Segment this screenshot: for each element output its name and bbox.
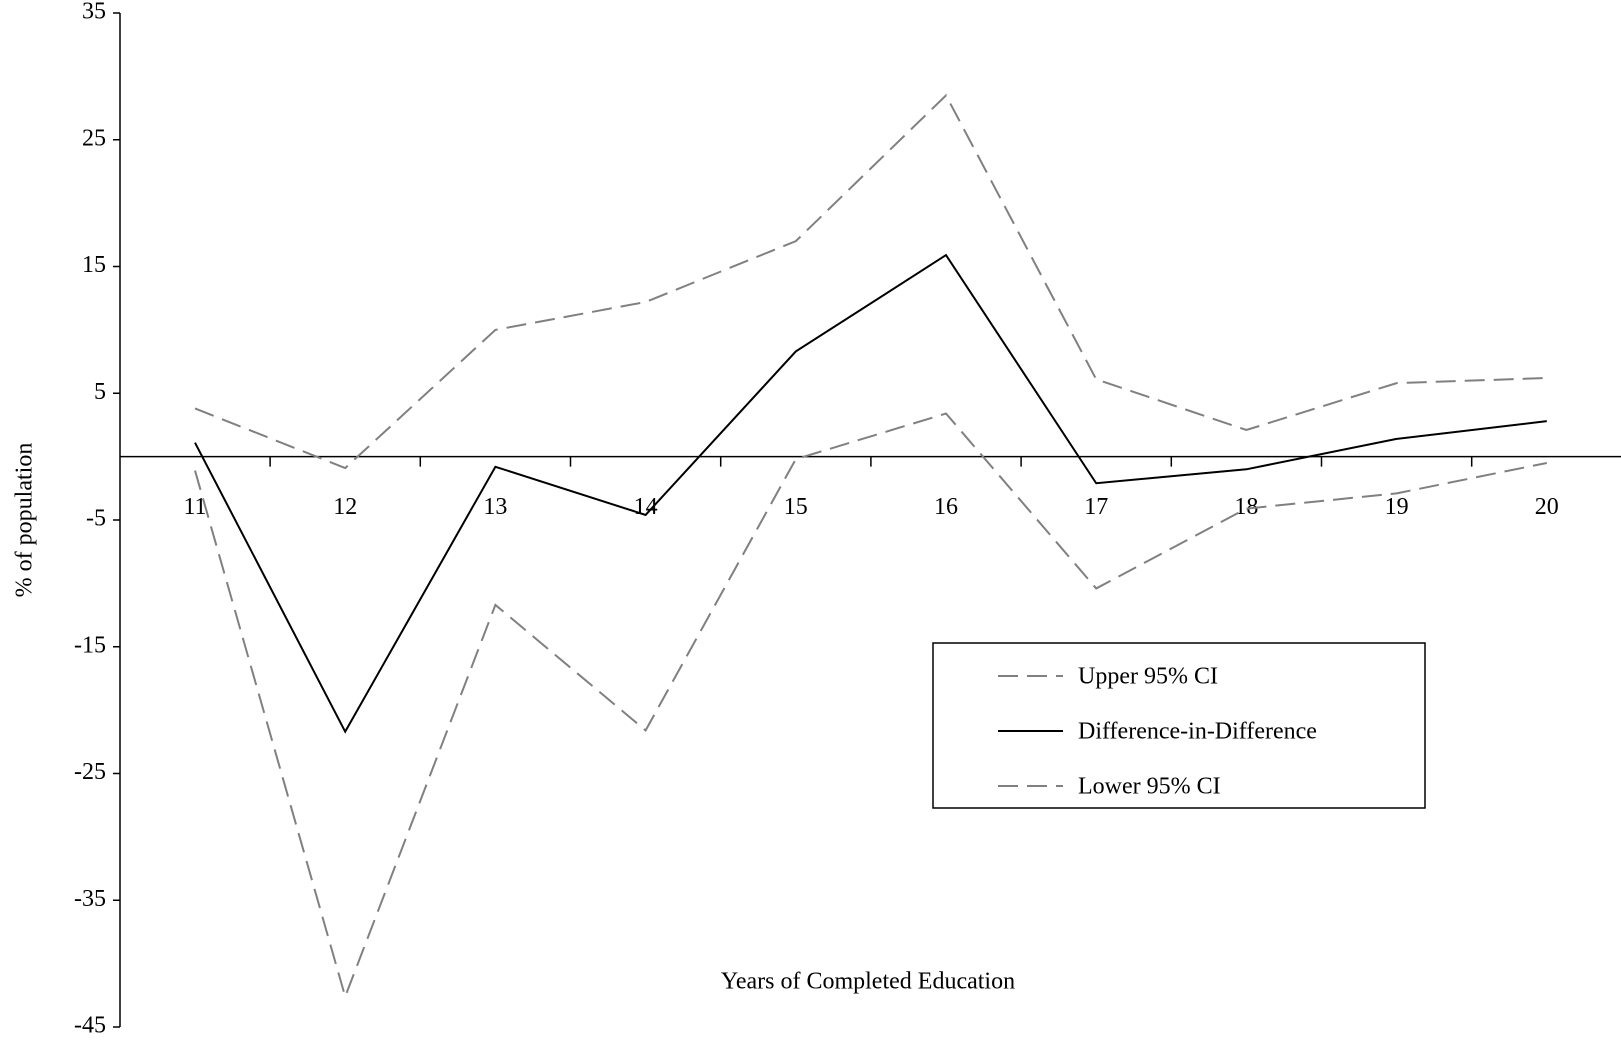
x-tick-label: 12	[333, 494, 357, 520]
y-tick-label: -25	[74, 759, 106, 785]
y-tick-label: 35	[82, 0, 106, 25]
x-tick-label: 16	[934, 494, 958, 520]
x-tick-label: 19	[1385, 494, 1409, 520]
series-line	[194, 412, 1547, 1000]
x-tick-label: 13	[483, 494, 507, 520]
x-tick-label: 15	[784, 494, 808, 520]
y-tick-label: -45	[74, 1013, 106, 1039]
y-tick-label: 15	[82, 252, 106, 278]
x-tick-label: 20	[1535, 494, 1559, 520]
legend-label: Lower 95% CI	[1078, 774, 1221, 800]
series-line	[194, 253, 1547, 734]
legend-box	[932, 642, 1426, 809]
y-tick-label: 25	[82, 125, 106, 151]
x-tick-label: 17	[1084, 494, 1108, 520]
legend-label: Difference-in-Difference	[1078, 719, 1317, 745]
y-tick-label: 5	[94, 379, 106, 405]
series-line	[194, 93, 1547, 470]
x-tick-label: 11	[183, 494, 206, 520]
legend-label: Upper 95% CI	[1078, 664, 1218, 690]
y-axis-label: % of population	[12, 443, 38, 598]
y-tick-label: -15	[74, 632, 106, 658]
y-tick-label: -5	[86, 506, 106, 532]
y-tick-label: -35	[74, 886, 106, 912]
x-axis-label: Years of Completed Education	[721, 969, 1015, 995]
